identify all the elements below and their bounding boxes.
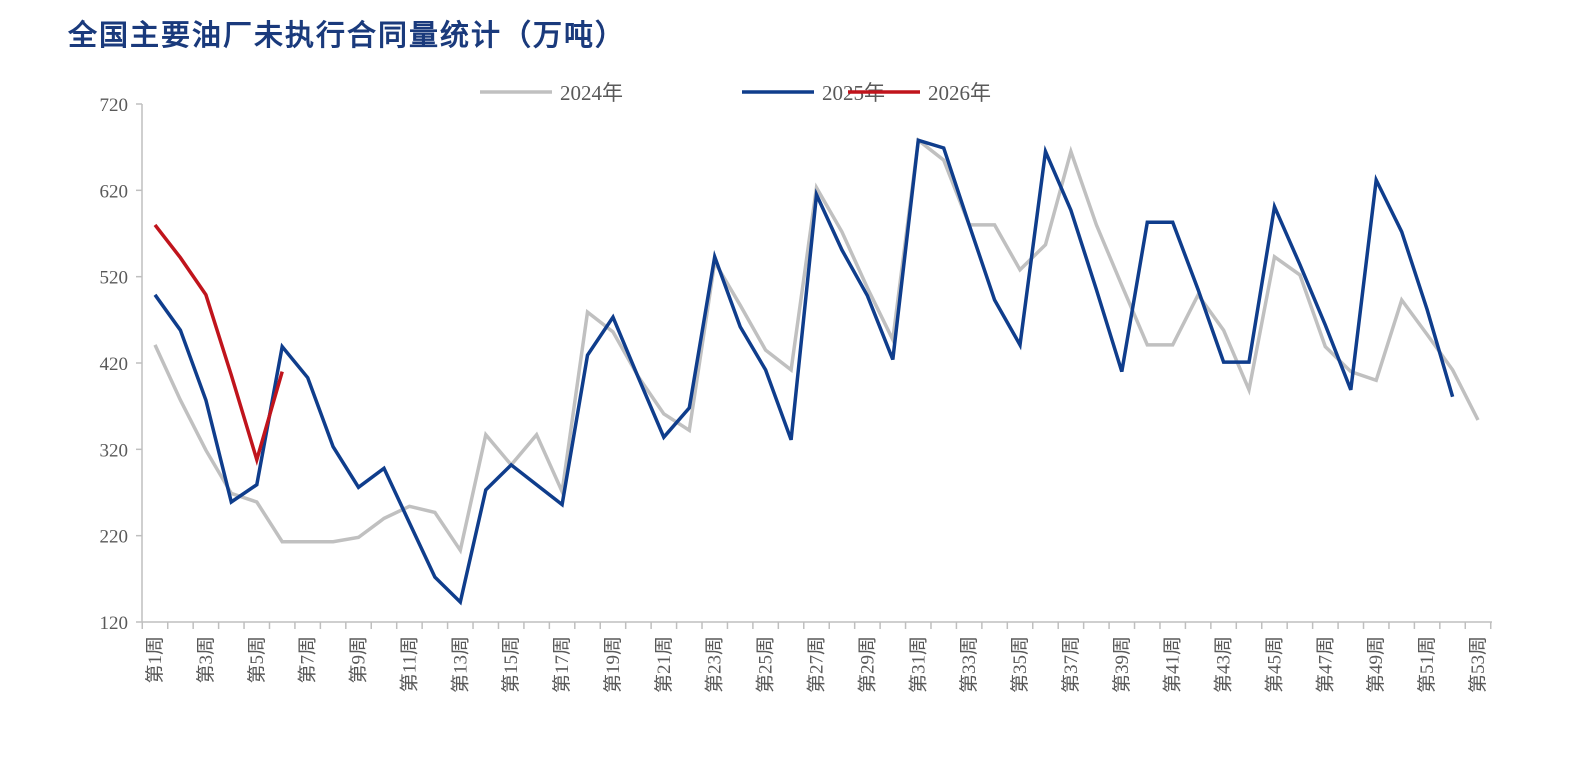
x-tick-label: 第9周 <box>348 636 370 684</box>
x-tick-label: 第39周 <box>1111 636 1133 693</box>
x-tick-label: 第5周 <box>246 636 268 684</box>
series-line-2024 <box>153 137 1480 555</box>
series-line-2026 <box>153 223 284 466</box>
x-tick-label: 第29周 <box>856 636 878 693</box>
x-tick-label: 第53周 <box>1467 636 1489 693</box>
x-tick-label: 第7周 <box>297 636 319 684</box>
x-tick-label: 第3周 <box>195 636 217 684</box>
x-tick-label: 第15周 <box>500 636 522 693</box>
x-tick-label: 第21周 <box>653 636 675 693</box>
y-tick-label: 120 <box>100 613 129 634</box>
x-tick-label: 第17周 <box>551 636 573 693</box>
y-tick-label: 320 <box>100 440 129 461</box>
series-line-2025 <box>153 138 1455 606</box>
chart-title: 全国主要油厂未执行合同量统计（万吨） <box>68 18 627 52</box>
x-tick-label: 第35周 <box>1009 636 1031 693</box>
legend-label: 2024年 <box>560 81 623 105</box>
x-tick-label: 第37周 <box>1060 636 1082 693</box>
x-tick-label: 第31周 <box>907 636 929 693</box>
x-tick-label: 第41周 <box>1162 636 1184 693</box>
y-tick-label: 520 <box>100 268 129 289</box>
x-tick-label: 第45周 <box>1263 636 1285 693</box>
y-tick-label: 620 <box>100 181 129 202</box>
x-tick-label: 第47周 <box>1314 636 1336 693</box>
y-tick-label: 420 <box>100 354 129 375</box>
x-tick-label: 第19周 <box>602 636 624 693</box>
x-tick-label: 第51周 <box>1416 636 1438 693</box>
x-tick-label: 第25周 <box>755 636 777 693</box>
x-tick-label: 第13周 <box>449 636 471 693</box>
x-tick-label: 第23周 <box>704 636 726 693</box>
x-tick-label: 第49周 <box>1365 636 1387 693</box>
x-tick-label: 第11周 <box>398 636 420 692</box>
legend-label: 2026年 <box>928 81 991 105</box>
y-tick-label: 720 <box>100 95 129 116</box>
x-tick-label: 第27周 <box>806 636 828 693</box>
x-tick-label: 第43周 <box>1213 636 1235 693</box>
y-tick-label: 220 <box>100 527 129 548</box>
x-tick-label: 第33周 <box>958 636 980 693</box>
x-tick-label: 第1周 <box>144 636 166 684</box>
